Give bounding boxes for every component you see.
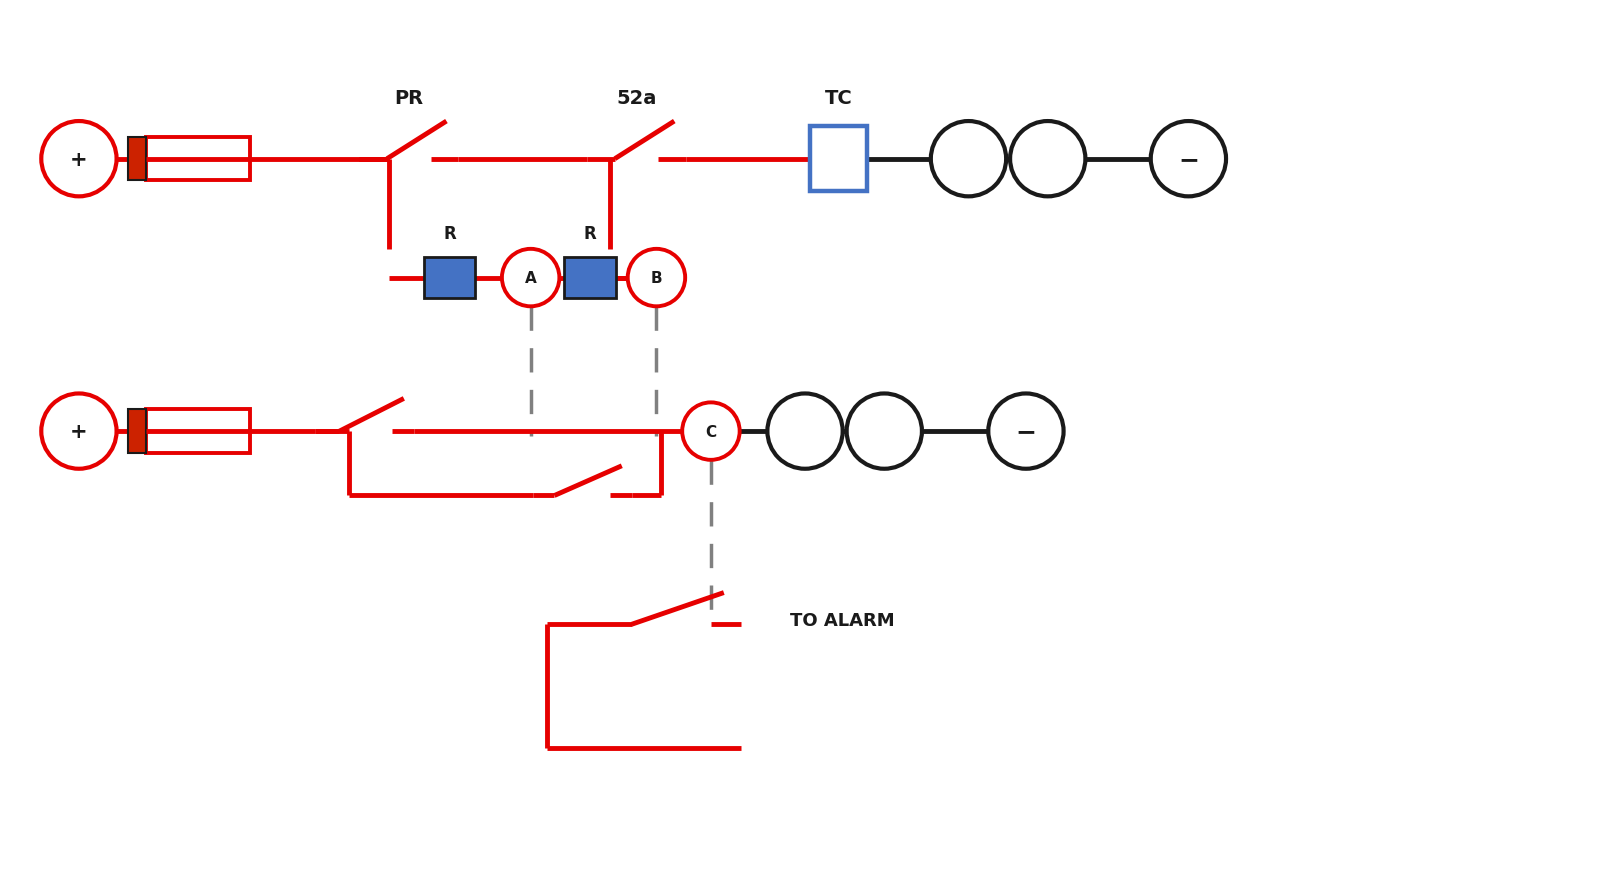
Bar	[424, 258, 476, 299]
Text: 52a: 52a	[616, 89, 657, 108]
Text: +: +	[70, 422, 87, 441]
Text: TC: TC	[825, 89, 853, 108]
Circle shape	[42, 394, 116, 470]
Bar	[565, 258, 616, 299]
Text: R: R	[443, 225, 456, 243]
Text: B: B	[650, 271, 662, 286]
Text: +: +	[70, 150, 87, 169]
Circle shape	[767, 394, 843, 470]
Circle shape	[502, 250, 560, 307]
Circle shape	[846, 394, 922, 470]
Text: PR: PR	[395, 89, 424, 108]
Circle shape	[683, 403, 739, 461]
Text: C: C	[705, 424, 717, 439]
Bar	[128, 410, 146, 454]
Text: TO ALARM: TO ALARM	[790, 611, 895, 630]
Circle shape	[628, 250, 684, 307]
Text: −: −	[1016, 420, 1037, 444]
Circle shape	[1010, 122, 1086, 197]
Circle shape	[930, 122, 1006, 197]
Text: A: A	[524, 271, 537, 286]
Bar	[128, 137, 146, 182]
Bar	[146, 410, 251, 454]
Circle shape	[42, 122, 116, 197]
Bar	[811, 128, 867, 191]
Circle shape	[989, 394, 1063, 470]
Circle shape	[1150, 122, 1226, 197]
Bar	[146, 137, 251, 182]
Text: −: −	[1178, 148, 1199, 172]
Text: R: R	[584, 225, 597, 243]
